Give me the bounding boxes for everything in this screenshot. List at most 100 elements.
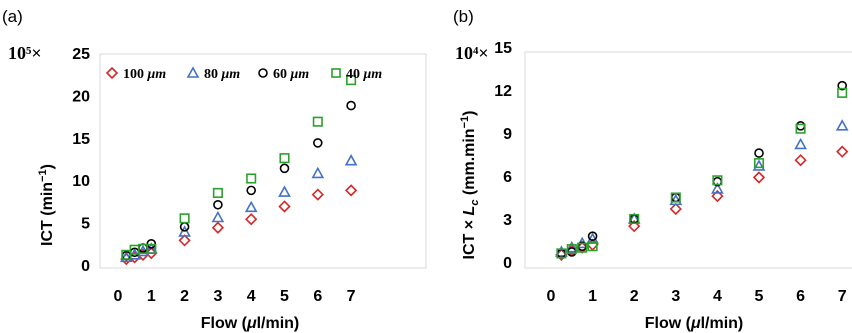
panel-b-x-ticks: 0 1 2 3 4 5 6 7	[547, 288, 847, 305]
data-point-diamond	[752, 171, 766, 184]
data-point-square	[121, 249, 132, 260]
y-tick-label: 15	[494, 40, 512, 57]
data-point-square	[566, 244, 577, 255]
x-tick-label: 5	[280, 288, 289, 305]
data-point-circle	[754, 148, 764, 158]
data-point-square	[246, 173, 257, 184]
data-point-circle	[246, 185, 256, 196]
data-point-triangle	[311, 166, 325, 179]
data-point-triangle	[119, 250, 133, 263]
panel-a-y-ticks: 0 5 10 15 20 25	[72, 46, 90, 275]
x-tick-label: 0	[114, 288, 123, 305]
legend-item-60um: 60 μm	[258, 67, 309, 82]
data-point-square	[577, 242, 588, 253]
data-point-diamond	[278, 200, 291, 213]
panel-b-plot-frame	[524, 51, 852, 269]
panel-b-label: (b)	[453, 7, 474, 26]
data-point-circle	[587, 231, 598, 241]
legend-square-marker	[331, 68, 341, 78]
panel-a-x-ticks: 0 1 2 3 4 5 6 7	[114, 288, 356, 305]
data-point-square	[556, 248, 567, 259]
data-point-square	[753, 158, 765, 169]
data-point-diamond	[178, 234, 191, 247]
legend-diamond-marker	[105, 66, 119, 80]
data-point-square	[346, 75, 357, 86]
panel-a-y-axis-title: ICT (min−1)	[37, 164, 56, 246]
data-point-diamond	[311, 188, 324, 201]
legend-label-80um: 80 μm	[204, 67, 240, 82]
legend: 100 μm 80 μm 60 μm 40 μm	[105, 66, 382, 82]
x-tick-label: 3	[213, 288, 222, 305]
panel-a-x-axis-title: Flow (μl/min)	[201, 315, 300, 332]
data-point-circle	[837, 80, 848, 91]
data-point-circle	[279, 163, 290, 174]
y-tick-label: 12	[494, 83, 512, 100]
y-tick-label: 15	[72, 131, 90, 148]
y-tick-label: 9	[503, 126, 512, 143]
x-tick-label: 4	[247, 288, 256, 305]
data-point-square	[587, 241, 598, 252]
data-point-triangle	[752, 159, 766, 171]
data-point-triangle	[211, 210, 225, 223]
data-point-triangle	[794, 137, 807, 150]
y-tick-label: 5	[81, 216, 90, 233]
x-tick-label: 3	[671, 288, 680, 305]
legend-label-60um: 60 μm	[273, 67, 309, 82]
data-point-diamond	[711, 189, 724, 203]
legend-item-80um: 80 μm	[186, 66, 240, 82]
y-tick-label: 6	[503, 169, 512, 186]
data-point-diamond	[211, 221, 225, 234]
x-tick-label: 2	[630, 288, 639, 305]
panel-a: (a) 10⁵× 0 5 10 15 20 25 0 1 2 3 4 5 6 7 ICT (min−1)…	[2, 7, 427, 332]
data-point-triangle	[835, 119, 849, 131]
x-tick-label: 0	[547, 288, 556, 305]
data-point-triangle	[555, 245, 568, 257]
data-point-square	[212, 187, 223, 198]
y-tick-label: 0	[503, 255, 512, 272]
data-point-diamond	[344, 184, 358, 197]
data-point-square	[795, 123, 806, 134]
data-point-square	[279, 153, 290, 164]
data-point-triangle	[278, 185, 291, 197]
data-point-square	[146, 243, 157, 254]
legend-item-100um: 100 μm	[105, 66, 166, 82]
x-tick-label: 6	[313, 288, 322, 305]
data-point-square	[712, 175, 723, 186]
legend-label-100um: 100 μm	[123, 67, 166, 82]
data-point-square	[312, 116, 323, 127]
legend-triangle-marker	[186, 66, 200, 78]
x-tick-label: 1	[588, 288, 597, 305]
panel-a-plot-frame	[99, 53, 427, 269]
data-point-triangle	[244, 200, 258, 213]
data-point-diamond	[669, 202, 682, 216]
x-tick-label: 6	[796, 288, 805, 305]
y-tick-label: 3	[503, 212, 512, 229]
legend-circle-marker	[258, 68, 268, 78]
data-point-square	[670, 192, 681, 203]
panel-a-points	[119, 75, 358, 266]
data-point-circle	[146, 239, 157, 249]
data-point-circle	[213, 199, 223, 210]
panel-b-y-ticks: 0 3 6 9 12 15	[494, 40, 512, 272]
x-tick-label: 7	[838, 288, 847, 305]
panel-a-label: (a)	[2, 7, 23, 26]
panel-b-y-axis-title: ICT × Lc (mm.min−1)	[459, 111, 481, 260]
x-tick-label: 2	[180, 288, 189, 305]
data-point-square	[179, 213, 190, 224]
x-tick-label: 1	[147, 288, 156, 305]
data-point-triangle	[178, 225, 191, 237]
data-point-circle	[312, 138, 323, 148]
panel-b-x-axis-title: Flow (μl/min)	[645, 315, 744, 332]
y-tick-label: 10	[72, 173, 90, 190]
y-tick-label: 20	[72, 88, 90, 105]
x-tick-label: 5	[755, 288, 764, 305]
panel-a-y-multiplier: 10⁵×	[8, 43, 42, 63]
data-point-diamond	[794, 154, 807, 167]
data-point-triangle	[344, 154, 358, 166]
x-tick-label: 4	[713, 288, 722, 305]
legend-label-40um: 40 μm	[346, 67, 382, 82]
data-point-triangle	[565, 241, 579, 253]
data-point-triangle	[711, 182, 724, 194]
data-point-square	[837, 87, 848, 98]
